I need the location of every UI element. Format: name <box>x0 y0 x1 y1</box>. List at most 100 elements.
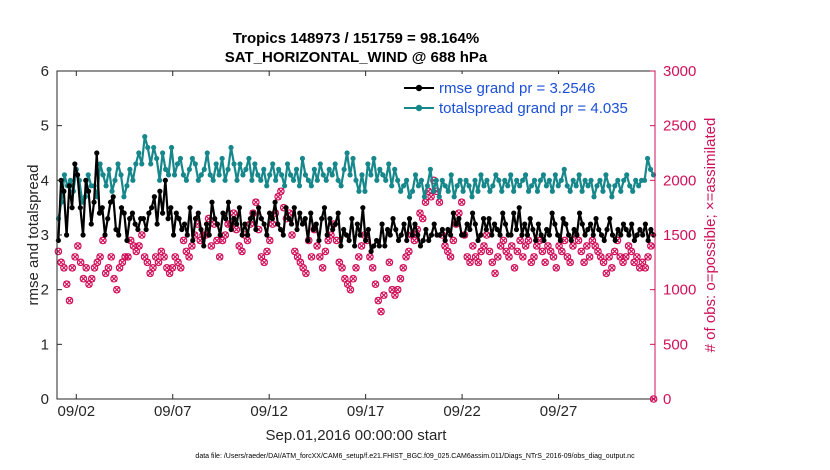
obs-possible-point <box>382 274 391 283</box>
obs-assimilated-point <box>244 237 251 244</box>
obs-possible-point <box>316 253 324 261</box>
rmse-point <box>294 226 300 233</box>
obs-assimilated-point <box>608 264 616 272</box>
rmse-point <box>253 226 259 233</box>
rmse-point <box>527 216 533 222</box>
obs-assimilated-point <box>108 253 115 261</box>
y-right-axis-label: # of obs: o=possible; ×=assimilated <box>702 118 719 353</box>
rmse-point <box>118 205 125 211</box>
x-tick-label: 09/12 <box>250 403 288 420</box>
rmse-point <box>346 237 352 244</box>
obs-possible-point <box>263 247 271 256</box>
totalspread-point <box>139 161 145 167</box>
obs-assimilated-point <box>71 253 79 261</box>
rmse-point <box>360 205 366 211</box>
obs-possible-point <box>410 236 419 245</box>
totalspread-point <box>457 177 463 183</box>
rmse-point <box>472 221 478 227</box>
totalspread-point <box>145 144 151 151</box>
y-left-tick-label: 2 <box>41 282 49 299</box>
obs-possible-point <box>393 285 402 294</box>
obs-assimilated-point <box>605 253 613 261</box>
obs-possible-point <box>516 236 524 245</box>
rmse-point <box>160 210 166 216</box>
totalspread-point <box>475 188 481 194</box>
rmse-point <box>354 221 360 227</box>
totalspread-point <box>451 194 457 200</box>
rmse-point <box>618 232 624 238</box>
totalspread-point <box>487 188 493 194</box>
rmse-point <box>494 226 500 233</box>
obs-assimilated-point <box>422 198 429 206</box>
totalspread-point <box>353 177 359 183</box>
obs-assimilated-point <box>213 237 221 244</box>
totalspread-point <box>216 172 222 178</box>
obs-assimilated-point <box>383 275 390 282</box>
totalspread-point <box>543 183 550 189</box>
totalspread-point <box>531 177 538 183</box>
totalspread-point <box>118 172 124 178</box>
totalspread-point <box>558 177 564 183</box>
obs-possible-point <box>494 253 502 261</box>
obs-possible-point <box>143 258 152 267</box>
obs-possible-point <box>185 253 193 261</box>
totalspread-point <box>582 177 588 183</box>
totalspread-point <box>335 177 341 183</box>
rmse-point <box>483 226 489 233</box>
totalspread-point <box>633 177 639 183</box>
totalspread-point <box>276 166 282 172</box>
rmse-point <box>107 199 114 205</box>
totalspread-point <box>228 144 234 151</box>
obs-assimilated-point <box>494 253 502 261</box>
obs-assimilated-point <box>327 231 335 239</box>
obs-assimilated-point <box>561 237 568 244</box>
rmse-point <box>442 237 448 244</box>
obs-assimilated-point <box>316 253 324 261</box>
rmse-point <box>412 221 418 227</box>
obs-assimilated-point <box>74 242 82 250</box>
obs-assimilated-point <box>480 242 488 250</box>
obs-assimilated-point <box>277 188 285 195</box>
rmse-point <box>258 216 264 222</box>
obs-assimilated-point <box>469 242 477 250</box>
obs-possible-point <box>215 253 224 261</box>
obs-assimilated-point <box>578 248 585 255</box>
totalspread-point <box>219 155 225 162</box>
totalspread-point <box>647 166 654 172</box>
rmse-point <box>371 243 377 249</box>
totalspread-point <box>362 188 368 194</box>
totalspread-point <box>85 172 91 178</box>
rmse-point <box>587 221 594 227</box>
totalspread-point <box>418 177 425 183</box>
totalspread-point <box>588 177 594 183</box>
rmse-point <box>64 232 70 238</box>
rmse-point <box>549 210 555 216</box>
obs-assimilated-point <box>238 248 246 255</box>
totalspread-point <box>552 172 558 178</box>
rmse-point <box>264 232 270 238</box>
rmse-point <box>426 237 432 244</box>
totalspread-point <box>183 177 190 183</box>
legend-totalspread-marker <box>415 104 423 112</box>
obs-assimilated-point <box>411 237 418 244</box>
obs-assimilated-point <box>263 248 271 255</box>
rmse-point <box>286 216 292 222</box>
totalspread-point <box>174 161 181 167</box>
rmse-point <box>571 226 577 233</box>
rmse-point <box>162 177 168 183</box>
totalspread-point <box>454 183 460 189</box>
obs-possible-point <box>449 236 458 245</box>
obs-possible-point <box>54 247 63 256</box>
obs-assimilated-point <box>269 220 276 228</box>
rmse-point <box>143 226 149 233</box>
obs-possible-point <box>583 242 591 250</box>
rmse-point <box>69 205 75 211</box>
totalspread-point <box>148 161 154 167</box>
totalspread-point <box>641 177 648 183</box>
obs-assimilated-point <box>569 242 577 250</box>
rmse-point <box>574 232 580 238</box>
totalspread-point <box>383 177 389 183</box>
totalspread-point <box>180 172 187 178</box>
totalspread-point <box>585 183 591 189</box>
rmse-point <box>179 226 185 233</box>
